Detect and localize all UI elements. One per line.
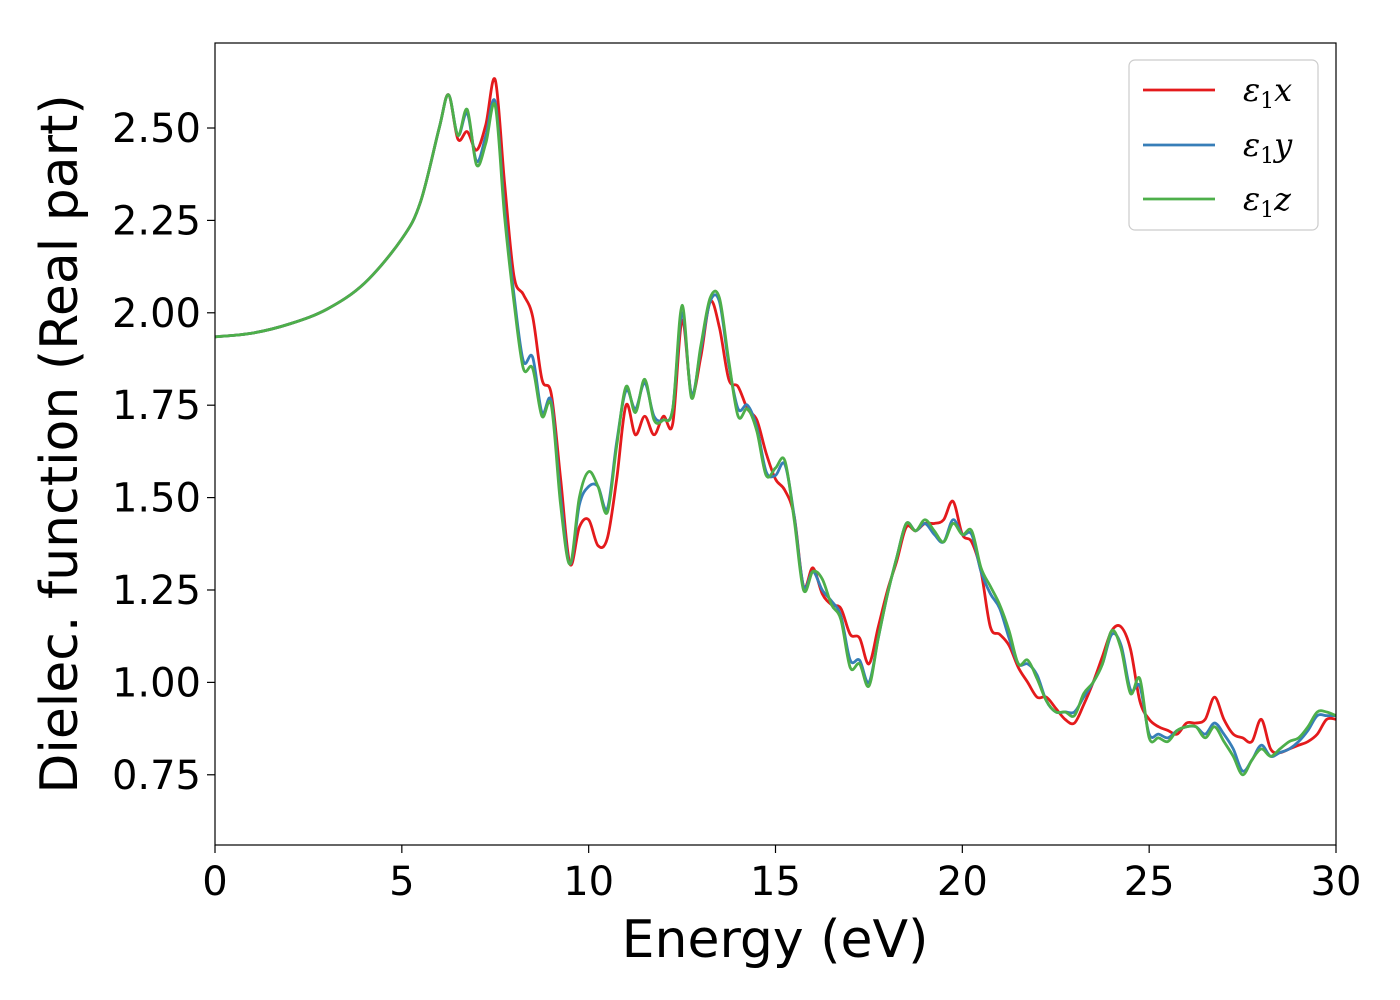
x-tick-label: 10 [563,859,614,905]
y-axis-label: Dielec. function (Real part) [30,94,90,793]
x-tick-label: 25 [1124,859,1175,905]
y-tick-label: 1.00 [112,660,201,706]
series-line-z [215,93,1336,777]
x-axis-label: Energy (eV) [622,910,929,970]
legend-label-y: ε1y [1243,126,1293,169]
x-axis-ticks: 0 5 10 15 20 25 30 [202,845,1361,905]
legend-box [1128,59,1319,231]
y-tick-label: 2.00 [112,291,201,337]
legend: ε1x ε1y ε1z [1128,59,1319,231]
y-tick-label: 1.50 [112,476,201,522]
x-tick-label: 30 [1311,859,1362,905]
y-tick-label: 1.75 [112,383,201,429]
x-tick-label: 20 [937,859,988,905]
x-tick-label: 5 [389,859,414,905]
y-tick-label: 2.25 [112,198,201,244]
legend-items: ε1x ε1y ε1z [1143,71,1293,223]
y-tick-label: 2.50 [112,106,201,152]
x-tick-label: 15 [750,859,801,905]
y-tick-label: 0.75 [112,753,201,799]
legend-label-z: ε1z [1243,180,1292,223]
x-tick-label: 0 [202,859,227,905]
legend-label-x: ε1x [1243,71,1292,114]
y-tick-label: 1.25 [112,568,201,614]
y-axis-ticks: 0.75 1.00 1.25 1.50 1.75 2.00 2.25 2.50 [112,106,215,799]
plot-lines [215,77,1336,777]
